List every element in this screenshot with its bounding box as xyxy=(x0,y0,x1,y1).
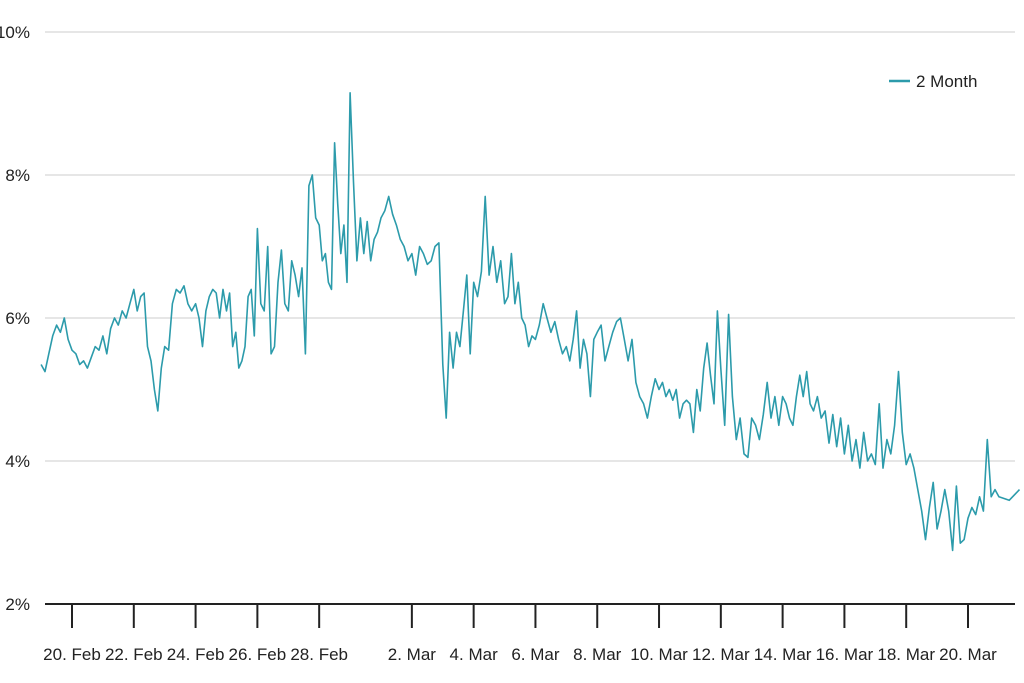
y-tick-label: 4% xyxy=(5,452,30,471)
x-tick-label: 2. Mar xyxy=(388,645,437,664)
x-tick-label: 8. Mar xyxy=(573,645,622,664)
series-layer xyxy=(40,92,1021,552)
x-tick-label: 4. Mar xyxy=(450,645,499,664)
x-tick-label: 16. Mar xyxy=(816,645,874,664)
x-tick-label: 12. Mar xyxy=(692,645,750,664)
x-tick-label: 6. Mar xyxy=(511,645,560,664)
series-line-2-month xyxy=(40,92,1021,552)
legend: 2 Month xyxy=(889,72,977,91)
x-tick-label: 26. Feb xyxy=(229,645,287,664)
y-tick-label: 10% xyxy=(0,23,30,42)
gridlines xyxy=(45,31,1015,462)
legend-label-2-month: 2 Month xyxy=(916,72,977,91)
x-tick-label: 28. Feb xyxy=(290,645,348,664)
x-tick-label: 10. Mar xyxy=(630,645,688,664)
x-tick-label: 24. Feb xyxy=(167,645,225,664)
y-tick-label: 2% xyxy=(5,595,30,614)
x-axis: 20. Feb 22. Feb 24. Feb 26. Feb 28. Feb 2. Ma… xyxy=(43,603,1015,664)
x-tick-label: 20. Mar xyxy=(939,645,997,664)
y-tick-label: 6% xyxy=(5,309,30,328)
x-tick-label: 20. Feb xyxy=(43,645,101,664)
y-tick-label: 8% xyxy=(5,166,30,185)
y-axis: 2% 4% 6% 8% 10% xyxy=(0,23,30,614)
x-tick-label: 22. Feb xyxy=(105,645,163,664)
x-tick-label: 14. Mar xyxy=(754,645,812,664)
x-tick-label: 18. Mar xyxy=(877,645,935,664)
